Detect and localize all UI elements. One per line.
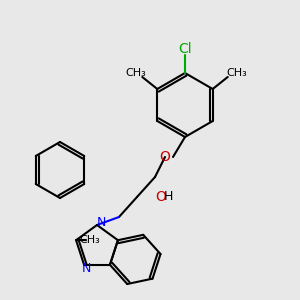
Text: N: N: [81, 262, 91, 275]
Text: O: O: [160, 150, 170, 164]
Text: O: O: [155, 190, 166, 204]
Text: CH₃: CH₃: [226, 68, 247, 78]
Text: N: N: [96, 217, 106, 230]
Text: Cl: Cl: [178, 42, 192, 56]
Text: H: H: [164, 190, 173, 203]
Text: CH₃: CH₃: [125, 68, 146, 78]
Text: CH₃: CH₃: [80, 235, 101, 245]
